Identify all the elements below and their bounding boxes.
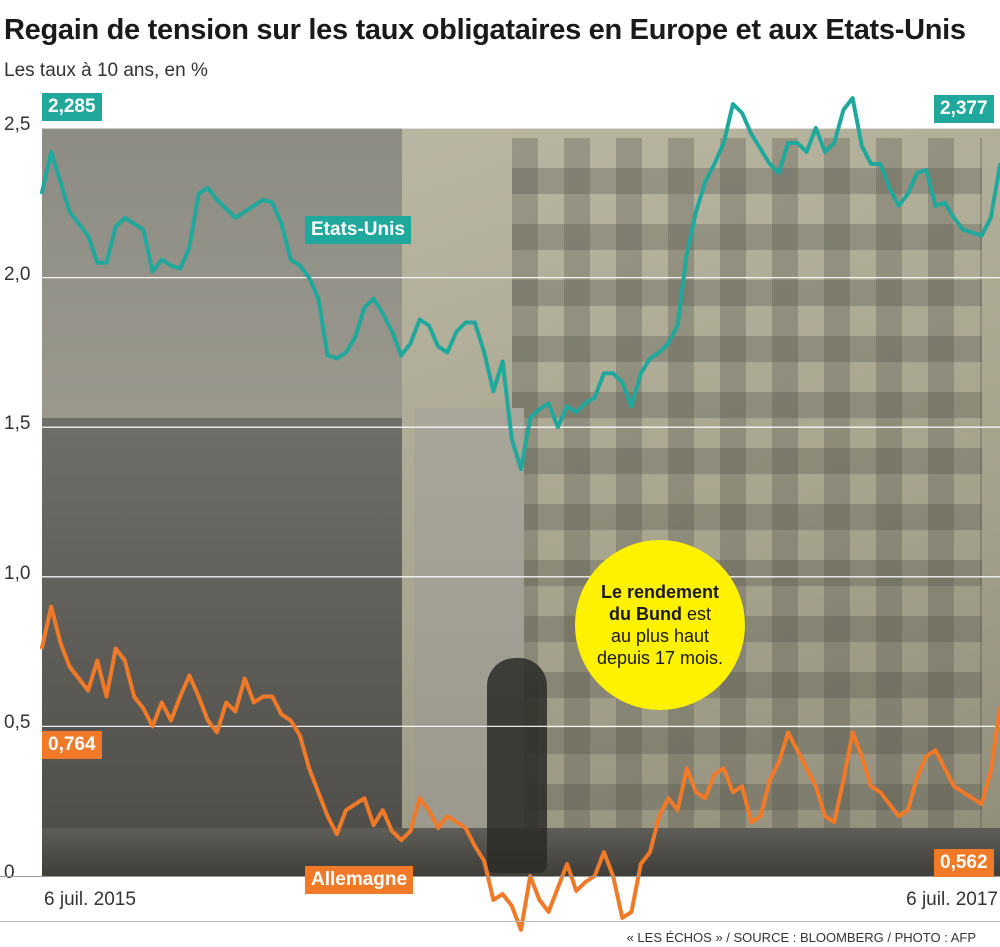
de-series-label: Allemagne [305,866,414,894]
annotation-line1: Le rendement [600,582,720,602]
series-line-allemagne [40,604,1000,932]
photo-window-grid [512,138,982,838]
footer-rule [0,921,1000,922]
y-tick-label: 0 [4,862,15,883]
y-tick-label: 1,0 [4,562,31,584]
us-start-value-label: 2,285 [42,93,102,121]
annotation-line4: depuis 17 mois. [596,648,724,668]
y-tick-label: 0,5 [4,712,31,734]
chart-subtitle: Les taux à 10 ans, en % [4,60,208,81]
annotation-bubble: Le rendement du Bund est au plus haut de… [575,540,745,710]
series-layer [40,96,1000,932]
annotation-line3: au plus haut [610,626,710,646]
source-credit: « LES ÉCHOS » / SOURCE : BLOOMBERG / PHO… [626,930,976,945]
gridlines [42,127,1000,728]
chart-title: Regain de tension sur les taux obligatai… [4,14,966,46]
de-start-value-label: 0,764 [42,731,102,759]
de-end-value-label: 0,562 [934,849,994,877]
y-tick-label: 1,5 [4,413,31,435]
x-axis-baseline [0,876,1000,877]
annotation-line2-rest: est [681,604,711,624]
x-end-label: 6 juil. 2017 [906,889,998,910]
us-series-label: Etats-Unis [305,216,411,244]
y-tick-label: 2,0 [4,263,31,285]
annotation-line2-bold: du Bund [609,604,682,624]
photo-pedestrian [487,658,547,873]
x-start-label: 6 juil. 2015 [44,889,136,910]
background-photo [42,128,1000,876]
y-tick-label: 2,5 [4,114,31,135]
series-line-etats-unis [40,96,1000,472]
us-end-value-label: 2,377 [934,95,994,123]
photo-building-left [42,418,402,876]
